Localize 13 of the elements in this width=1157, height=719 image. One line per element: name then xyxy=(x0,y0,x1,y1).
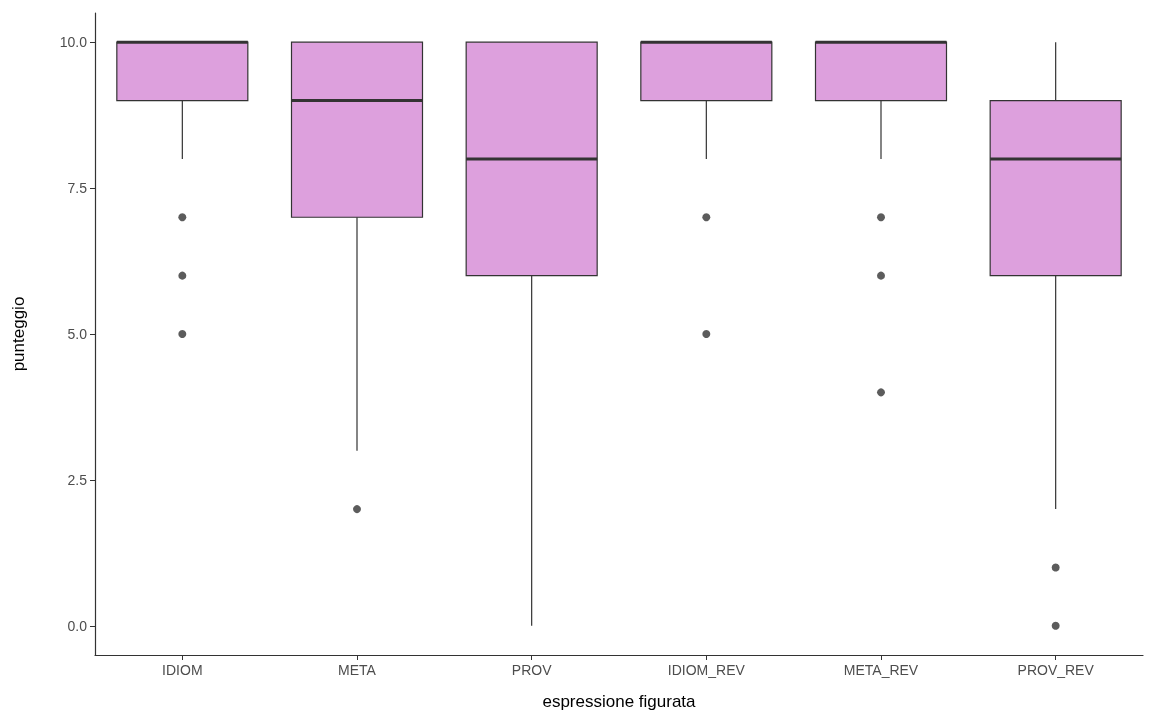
y-tick-label: 5.0 xyxy=(67,326,88,342)
x-tick-label: META_REV xyxy=(843,662,919,678)
x-tick-label: IDIOM_REV xyxy=(667,662,746,678)
x-axis-title: espressione figurata xyxy=(542,692,697,711)
x-tick-label: IDIOM xyxy=(162,662,203,678)
y-tick-label: 0.0 xyxy=(67,617,88,634)
y-axis-title: punteggio xyxy=(9,296,28,372)
y-tick-label: 7.5 xyxy=(67,180,88,197)
x-tick-label: META xyxy=(338,662,377,678)
x-tick-label: PROV xyxy=(511,662,553,678)
y-tick-label: 10.0 xyxy=(59,34,88,51)
x-tick-label: PROV_REV xyxy=(1017,662,1095,678)
y-tick-label: 2.5 xyxy=(67,471,88,488)
